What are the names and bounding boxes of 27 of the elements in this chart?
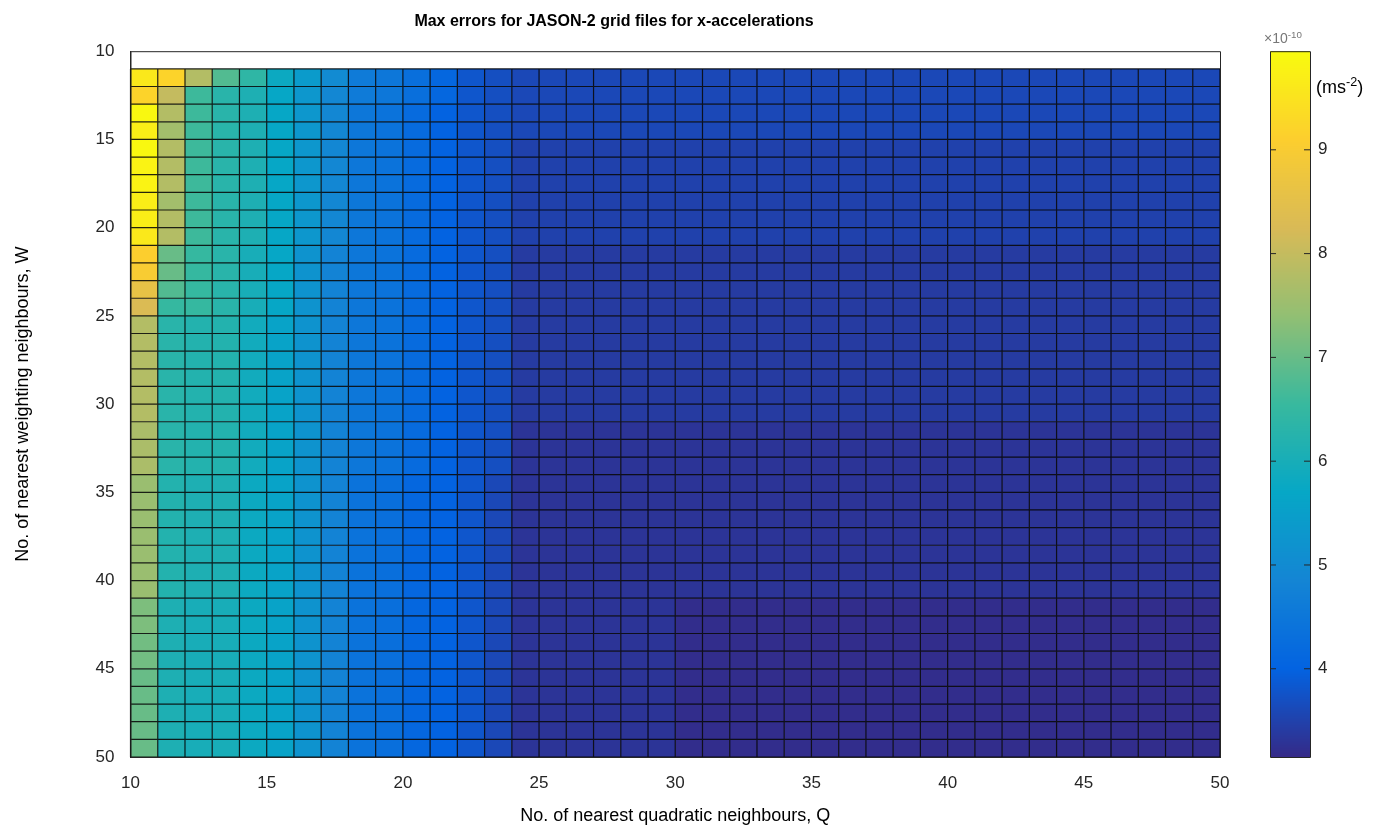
x-tick-label: 50 — [1210, 772, 1230, 792]
color-bar-label: 6 — [1318, 450, 1328, 470]
y-tick-label: 40 — [95, 570, 115, 590]
x-tick-label: 35 — [801, 772, 821, 792]
x-tick-label: 30 — [665, 772, 685, 792]
y-tick-label: 20 — [95, 217, 115, 237]
y-tick-label: 10 — [95, 40, 115, 60]
x-tick-label: 45 — [1074, 772, 1094, 792]
x-tick-label: 40 — [938, 772, 958, 792]
chart-title: Max errors for JASON-2 grid files for x-accelerations — [414, 12, 814, 30]
color-bar-label: 9 — [1318, 139, 1328, 159]
y-tick-label: 35 — [95, 482, 115, 502]
x-axis-title: No. of nearest quadratic neighbours, Q — [520, 805, 831, 826]
color-bar-label: 5 — [1318, 554, 1328, 574]
y-tick-label: 15 — [95, 129, 115, 149]
y-tick-label: 50 — [95, 746, 115, 766]
x-tick-label: 10 — [121, 772, 140, 792]
y-tick-label: 45 — [95, 658, 115, 678]
y-axis-title: No. of nearest weighting neighbours, W — [11, 246, 32, 562]
y-tick-label: 25 — [95, 305, 115, 325]
color-bar-label: 8 — [1318, 243, 1328, 263]
color-bar-label: 4 — [1318, 658, 1328, 678]
x-tick-label: 15 — [257, 772, 277, 792]
x-tick-label: 25 — [529, 772, 549, 792]
color-bar-label: 7 — [1318, 347, 1328, 367]
y-tick-label: 30 — [95, 393, 115, 413]
x-tick-label: 20 — [393, 772, 413, 792]
